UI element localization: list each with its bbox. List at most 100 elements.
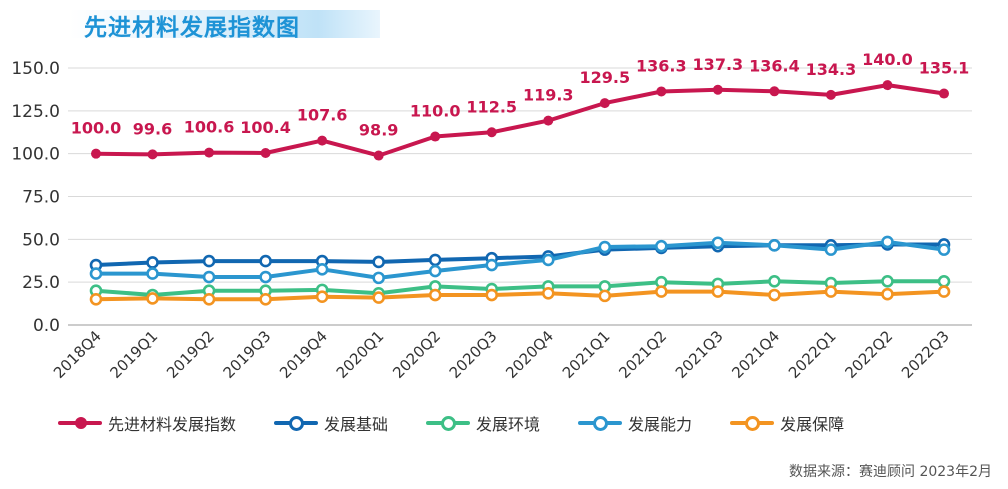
data-point [655,239,668,253]
data-point [939,88,949,99]
legend-label: 先进材料发展指数 [108,415,237,434]
data-point [541,253,555,267]
x-tick-label: 2019Q3 [220,327,275,382]
data-point [89,267,103,280]
data-point [315,263,329,276]
legend-dot [745,416,761,431]
data-point [937,243,951,256]
series-line [94,279,946,297]
data-point [824,285,838,298]
data-label: 119.3 [523,86,574,105]
data-label: 135.1 [919,59,970,78]
data-label: 100.0 [71,119,122,138]
data-point [711,285,725,298]
legend-marker [274,415,319,431]
y-tick-label: 125.0 [11,102,60,122]
data-label: 136.3 [636,56,687,75]
data-point [769,86,780,97]
data-point [430,131,441,142]
legend-label: 发展能力 [628,415,693,434]
data-point [882,80,893,91]
data-label: 107.6 [297,106,348,125]
x-tick-label: 2020Q4 [502,327,557,382]
data-point [881,287,894,301]
data-point [317,135,328,146]
x-tick-label: 2021Q1 [559,327,614,382]
x-tick-label: 2022Q1 [785,327,840,382]
data-point [259,270,272,284]
data-point [937,285,951,298]
legend-item: 先进材料发展指数 [58,411,236,435]
legend-marker [58,415,102,431]
data-point [881,235,894,249]
y-tick-label: 100.0 [11,145,60,165]
y-tick-label: 150.0 [11,59,60,79]
series-line [94,83,946,158]
data-label: 112.5 [466,97,517,116]
x-tick-label: 2020Q3 [446,327,501,382]
x-tick-label: 2021Q4 [728,327,783,382]
data-point [259,292,272,306]
x-tick-label: 2021Q3 [672,327,727,382]
y-tick-label: 0.0 [33,316,60,336]
data-point [373,150,384,161]
data-point [260,147,271,158]
x-tick-label: 2022Q3 [898,327,953,382]
data-point [428,288,442,302]
data-point [428,264,442,278]
series-line [94,239,946,280]
data-label: 129.5 [579,68,630,87]
legend-item: 发展环境 [426,411,540,435]
chart-title-block: 先进材料发展指数图 [70,6,390,41]
series-line [94,242,946,267]
legend-label: 发展环境 [476,415,541,434]
data-point [768,275,781,288]
data-point [372,291,385,304]
data-point [937,275,951,288]
data-point [146,256,159,269]
legend-marker [426,415,471,431]
x-tick-label: 2019Q2 [163,327,218,382]
data-point [146,292,159,305]
data-point [89,292,103,306]
data-point [541,287,555,300]
data-point [825,89,836,100]
data-label: 136.4 [749,56,800,75]
legend-dot [441,416,457,431]
legend-label: 发展基础 [324,415,389,434]
x-tick-label: 2020Q2 [389,327,444,382]
chart-legend: 先进材料发展指数 发展基础 发展环境 发展能力 发展保障 [58,412,882,434]
data-point [599,98,610,109]
data-point [824,243,838,256]
data-point [202,292,216,306]
x-tick-label: 2019Q4 [276,327,331,382]
y-tick-label: 75.0 [22,188,60,208]
data-label: 137.3 [693,55,744,74]
data-label: 134.3 [806,60,857,79]
legend-item: 发展保障 [730,411,844,435]
legend-marker [578,415,623,431]
data-label: 140.0 [862,50,913,69]
data-label: 110.0 [410,102,461,121]
legend-item: 发展能力 [578,411,692,435]
data-point [768,239,781,252]
x-tick-label: 2020Q1 [333,327,388,382]
data-point [711,236,725,250]
x-tick-label: 2019Q1 [107,327,162,382]
data-point [485,288,499,302]
data-label: 100.4 [240,118,291,137]
data-point [204,147,215,158]
data-point [881,275,894,288]
data-point [202,254,216,268]
data-point [372,255,385,269]
x-tick-label: 2022Q2 [841,327,896,382]
legend-dot [75,417,87,429]
data-point [598,240,612,254]
legend-marker [730,415,775,431]
data-point [315,290,329,304]
legend-item: 发展基础 [274,411,388,435]
data-source-note: 数据来源：赛迪顾问 2023年2月 [789,464,992,480]
y-tick-label: 25.0 [22,273,60,293]
data-point [656,86,667,97]
